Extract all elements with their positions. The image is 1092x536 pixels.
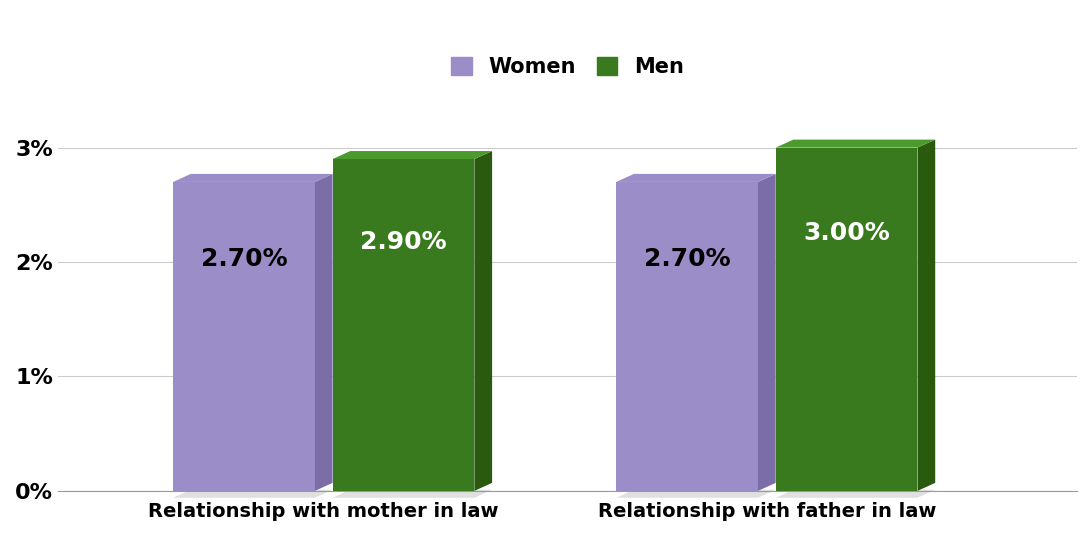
Polygon shape bbox=[917, 139, 935, 491]
Polygon shape bbox=[173, 174, 333, 182]
Polygon shape bbox=[616, 182, 758, 491]
Text: 3.00%: 3.00% bbox=[804, 221, 890, 245]
Polygon shape bbox=[616, 174, 775, 182]
Polygon shape bbox=[314, 174, 333, 491]
Polygon shape bbox=[333, 151, 492, 159]
Text: 2.90%: 2.90% bbox=[360, 230, 447, 254]
Text: 2.70%: 2.70% bbox=[201, 247, 287, 271]
Polygon shape bbox=[758, 174, 775, 491]
Polygon shape bbox=[173, 490, 333, 498]
Polygon shape bbox=[775, 139, 935, 147]
Legend: Women, Men: Women, Men bbox=[442, 49, 692, 85]
Polygon shape bbox=[173, 182, 314, 491]
Polygon shape bbox=[333, 490, 492, 498]
Text: 2.70%: 2.70% bbox=[644, 247, 731, 271]
Polygon shape bbox=[775, 490, 935, 498]
Polygon shape bbox=[775, 147, 917, 491]
Polygon shape bbox=[333, 159, 474, 491]
Polygon shape bbox=[474, 151, 492, 491]
Polygon shape bbox=[616, 490, 775, 498]
